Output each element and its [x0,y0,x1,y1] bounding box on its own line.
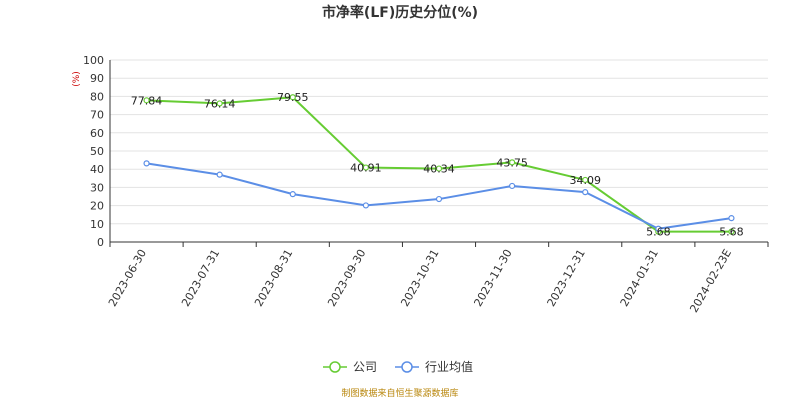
x-tick-label: 2023-07-31 [179,247,222,309]
x-tick-label: 2023-10-31 [398,247,441,309]
data-label: 34.09 [569,174,601,187]
legend-label: 行业均值 [425,359,473,374]
legend: 公司 行业均值 [323,359,473,374]
data-point [289,94,296,101]
y-tick-label: 70 [90,109,104,122]
data-point [362,164,369,171]
y-tick-label: 0 [97,236,104,249]
axes: 0 10 20 30 40 50 60 70 80 90 100 2023-06-30 2023-07-… [83,54,769,315]
data-point [582,189,589,196]
data-point [362,202,369,209]
data-label: 40.34 [423,163,455,176]
data-label: 79.55 [277,91,309,104]
data-point [216,100,223,107]
source-note: 制图数据来自恒生聚源数据库 [341,387,458,399]
legend-label: 公司 [353,360,377,374]
y-tick-label: 50 [90,145,104,158]
data-point [216,171,223,178]
y-tick-label: 10 [90,218,104,231]
chart-title: 市净率(LF)历史分位(%) [322,4,478,21]
x-tick-label: 2023-06-30 [106,247,149,309]
data-point [435,195,443,203]
y-unit-label: (%) [72,71,82,87]
gridlines [110,59,768,225]
legend-marker-icon [329,361,341,373]
y-tick-label: 30 [90,181,104,194]
y-tick-label: 100 [83,54,104,67]
x-tick-label: 2023-09-30 [325,247,368,309]
x-tick-label: 2024-02-23E [687,247,734,315]
x-tick-label: 2024-01-31 [618,247,661,309]
data-point [435,165,443,172]
x-tick-label: 2023-08-31 [252,247,295,309]
data-label: 43.75 [496,156,528,169]
data-point [728,228,735,235]
data-point [509,182,516,190]
data-labels: 77.84 76.14 79.55 40.91 40.34 43.75 34.09 5.68 5… [131,91,744,238]
data-label: 77.84 [131,94,163,107]
y-tick-label: 20 [90,200,104,213]
data-point [655,225,662,232]
legend-marker-icon [401,361,413,373]
x-tick-label: 2023-11-30 [471,247,514,309]
data-label: 76.14 [204,97,236,110]
y-tick-label: 60 [90,127,104,140]
series-layer [143,94,735,235]
x-tick-label: 2023-12-31 [545,247,588,309]
y-tick-label: 90 [90,72,104,85]
data-point [582,176,589,184]
data-point [143,97,150,104]
data-label: 5.68 [719,226,744,239]
data-point [728,215,735,222]
data-label: 40.91 [350,162,382,175]
y-tick-label: 80 [90,90,104,103]
data-point [509,159,516,166]
data-label: 5.68 [646,226,671,239]
y-tick-label: 40 [90,163,104,176]
data-point [143,160,150,167]
data-point [289,191,296,198]
